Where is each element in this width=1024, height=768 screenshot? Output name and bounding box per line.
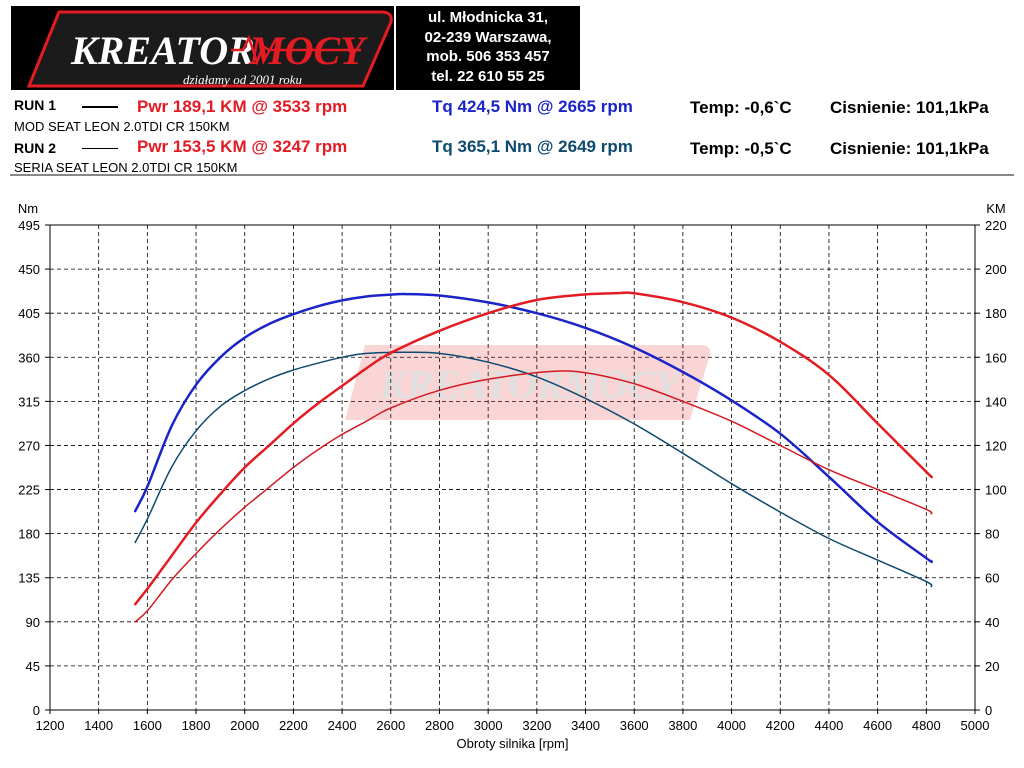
x-tick-label: 1200 <box>36 718 65 733</box>
run1-description: MOD SEAT LEON 2.0TDI CR 150KM <box>14 119 230 134</box>
y-right-tick-label: 220 <box>985 218 1007 233</box>
y-right-tick-label: 20 <box>985 659 999 674</box>
y-left-axis-label: Nm <box>18 201 38 216</box>
run2-line-sample <box>82 148 118 149</box>
logo-tagline: działamy od 2001 roku <box>183 72 303 87</box>
y-right-tick-label: 100 <box>985 483 1007 498</box>
contact-city: 02-239 Warszawa, <box>424 28 552 46</box>
company-logo: KREATOR MOCY działamy od 2001 roku <box>11 6 394 90</box>
x-tick-label: 5000 <box>961 718 990 733</box>
y-left-tick-label: 405 <box>18 306 40 321</box>
tq-run-1-curve <box>133 292 934 564</box>
run2-temperature: Temp: -0,5`C <box>690 139 792 158</box>
contact-phone: tel. 22 610 55 25 <box>431 67 545 85</box>
y-right-tick-label: 120 <box>985 438 1007 453</box>
y-right-tick-label: 160 <box>985 350 1007 365</box>
x-tick-label: 2600 <box>376 718 405 733</box>
header-divider <box>10 174 1014 176</box>
contact-street: ul. Młodnicka 31, <box>427 9 549 26</box>
x-tick-label: 1400 <box>84 718 113 733</box>
run2-torque: Tq 365,1 Nm @ 2649 rpm <box>432 137 633 156</box>
pwr-run-2-curve <box>134 370 933 623</box>
run1-line-sample <box>82 106 118 108</box>
svg-text:KREATORMOCY: KREATORMOCY <box>379 362 683 407</box>
y-right-tick-label: 60 <box>985 571 999 586</box>
run1-pressure: Cisnienie: 101,1kPa <box>830 98 989 117</box>
y-left-tick-label: 0 <box>33 703 40 718</box>
tq-run-2-curve <box>134 351 933 588</box>
x-tick-label: 3200 <box>522 718 551 733</box>
run1-torque: Tq 424,5 Nm @ 2665 rpm <box>432 97 633 116</box>
run1-power: Pwr 189,1 KM @ 3533 rpm <box>137 97 348 116</box>
run1-label: RUN 1 <box>14 97 57 113</box>
x-tick-label: 3600 <box>620 718 649 733</box>
run2-label: RUN 2 <box>14 140 57 156</box>
y-left-tick-label: 450 <box>18 262 40 277</box>
x-tick-label: 1800 <box>182 718 211 733</box>
x-tick-label: 4000 <box>717 718 746 733</box>
logo-text: KREATOR <box>70 28 255 73</box>
x-tick-label: 2200 <box>279 718 308 733</box>
y-right-tick-label: 40 <box>985 615 999 630</box>
y-left-tick-label: 315 <box>18 394 40 409</box>
y-left-tick-label: 360 <box>18 350 40 365</box>
x-axis-label: Obroty silnika [rpm] <box>457 736 569 751</box>
y-right-tick-label: 80 <box>985 527 999 542</box>
y-left-tick-label: 45 <box>26 659 40 674</box>
y-right-tick-label: 200 <box>985 262 1007 277</box>
y-left-tick-label: 495 <box>18 218 40 233</box>
y-right-tick-label: 140 <box>985 394 1007 409</box>
y-right-tick-label: 180 <box>985 306 1007 321</box>
x-tick-label: 3000 <box>474 718 503 733</box>
x-tick-label: 4800 <box>912 718 941 733</box>
y-left-tick-label: 90 <box>26 615 40 630</box>
y-left-tick-label: 135 <box>18 571 40 586</box>
y-right-axis-label: KM <box>986 201 1006 216</box>
run2-power: Pwr 153,5 KM @ 3247 rpm <box>137 137 348 156</box>
x-tick-label: 4400 <box>814 718 843 733</box>
run1-temperature: Temp: -0,6`C <box>690 98 792 117</box>
plot-frame <box>49 224 976 711</box>
logo-graphic: KREATOR MOCY działamy od 2001 roku <box>26 10 393 88</box>
contact-mobile: mob. 506 353 457 <box>426 48 550 65</box>
x-tick-label: 1600 <box>133 718 162 733</box>
x-tick-label: 4600 <box>863 718 892 733</box>
x-tick-label: 2800 <box>425 718 454 733</box>
run2-description: SERIA SEAT LEON 2.0TDI CR 150KM <box>14 160 238 175</box>
run2-pressure: Cisnienie: 101,1kPa <box>830 139 989 158</box>
x-tick-label: 3800 <box>668 718 697 733</box>
y-left-tick-label: 180 <box>18 527 40 542</box>
x-tick-label: 2400 <box>328 718 357 733</box>
y-right-tick-label: 0 <box>985 703 992 718</box>
x-tick-label: 2000 <box>230 718 259 733</box>
contact-info: ul. Młodnicka 31, 02-239 Warszawa, mob. … <box>396 6 580 90</box>
y-left-tick-label: 270 <box>18 438 40 453</box>
watermark-logo: KREATORMOCY <box>345 345 711 420</box>
y-left-tick-label: 225 <box>18 483 40 498</box>
x-tick-label: 3400 <box>571 718 600 733</box>
pwr-run-1-curve <box>133 291 934 606</box>
x-tick-label: 4200 <box>766 718 795 733</box>
